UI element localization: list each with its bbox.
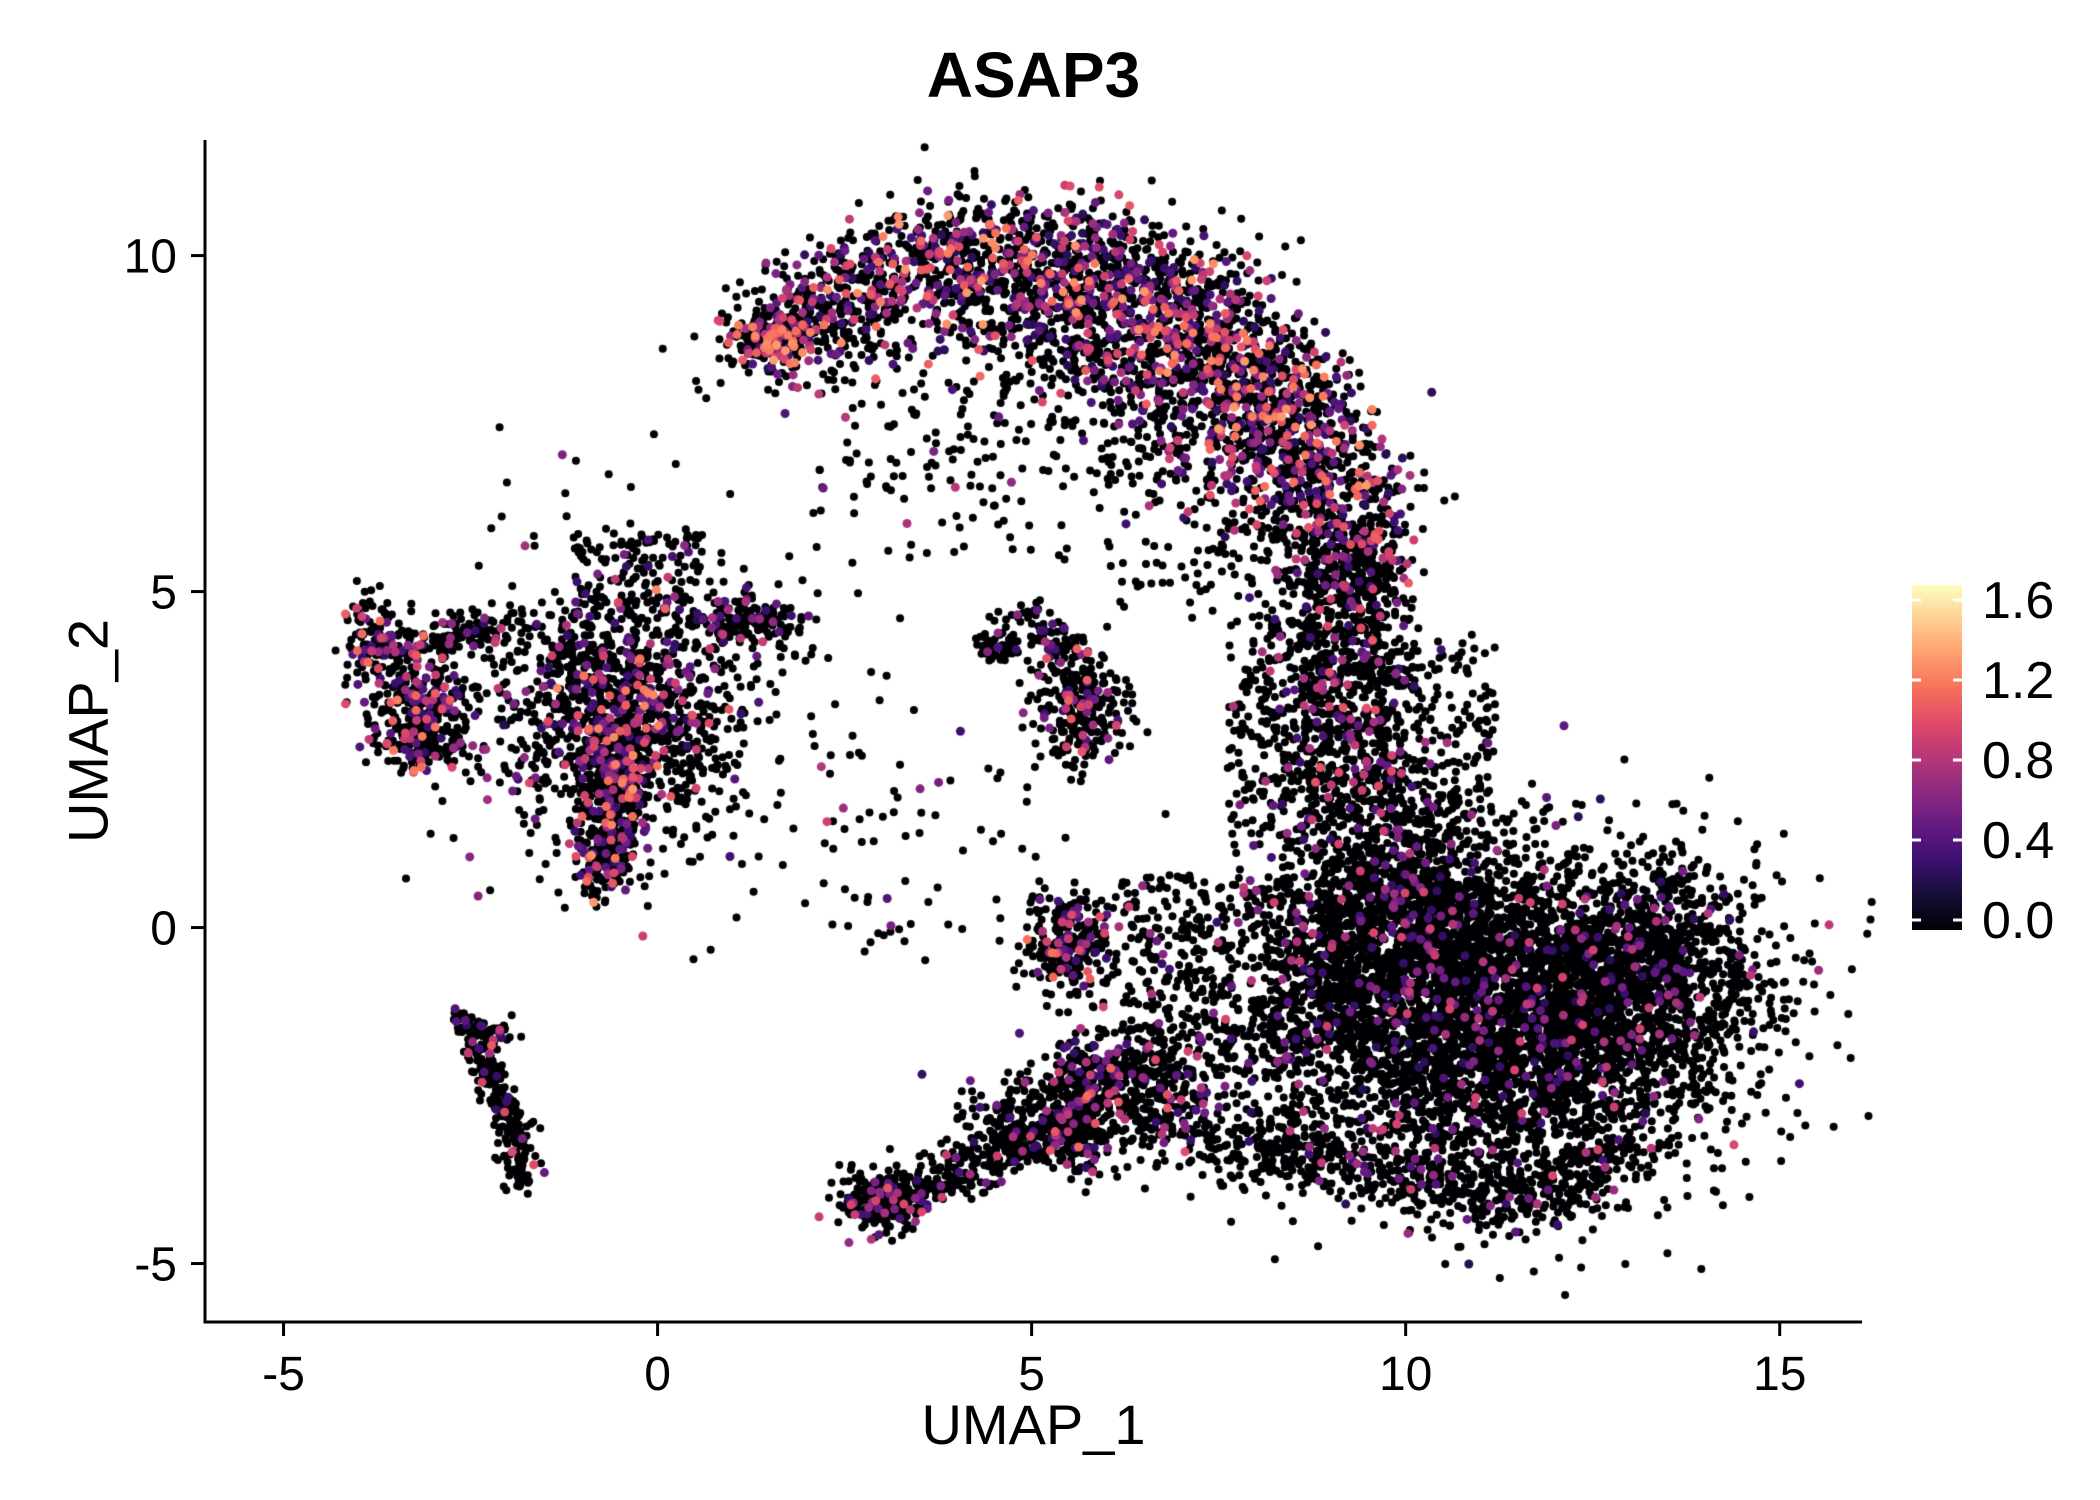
y-tick-label: 5 bbox=[150, 567, 177, 620]
x-tick-label: 5 bbox=[1018, 1348, 1045, 1401]
x-tick-label: -5 bbox=[262, 1348, 305, 1401]
x-tick-label: 15 bbox=[1753, 1348, 1806, 1401]
y-tick-label: -5 bbox=[134, 1239, 177, 1292]
legend-tick-label: 1.6 bbox=[1982, 572, 2054, 630]
y-tick-label: 10 bbox=[124, 231, 177, 284]
y-axis-label: UMAP_2 bbox=[56, 618, 120, 844]
plot-title: ASAP3 bbox=[926, 39, 1141, 111]
x-tick-label: 10 bbox=[1379, 1348, 1432, 1401]
x-tick-label: 0 bbox=[644, 1348, 671, 1401]
legend-tick-label: 0.4 bbox=[1982, 812, 2054, 870]
x-axis-label: UMAP_1 bbox=[921, 1393, 1146, 1456]
legend-gradient-bar bbox=[1912, 585, 1962, 930]
legend-tick-label: 0.8 bbox=[1982, 732, 2054, 790]
legend-tick-label: 1.2 bbox=[1982, 652, 2054, 710]
legend-tick-label: 0.0 bbox=[1982, 892, 2054, 950]
y-tick-label: 0 bbox=[150, 903, 177, 956]
